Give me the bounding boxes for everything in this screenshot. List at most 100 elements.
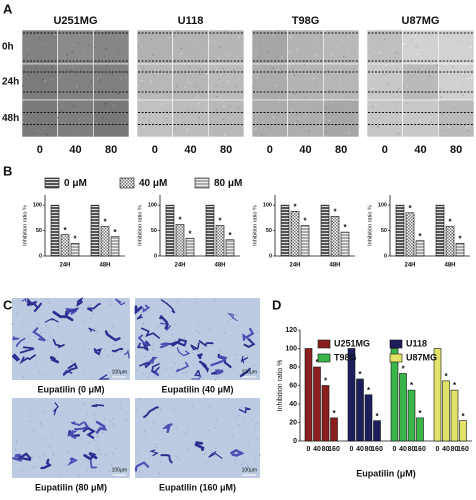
cell-texture [149,69,152,71]
cell-texture [150,39,152,41]
significance-marker: * [188,229,192,238]
cell-texture [399,116,402,118]
pore [104,348,107,351]
cell-texture [150,81,153,83]
cell-texture [419,68,421,71]
cell-texture [406,85,409,87]
pore [15,442,18,444]
cell-texture [229,104,231,107]
cell-texture [205,72,208,75]
migrated-cell [160,299,176,314]
bar [433,348,442,442]
cell-texture [27,47,29,50]
pore [73,404,76,407]
cell-texture [91,129,93,131]
cell-texture [443,132,446,134]
cell-texture [469,46,472,48]
cell-texture [44,79,47,81]
x-tick-label: 160 [371,446,383,453]
significance-marker: * [408,204,412,213]
cell-texture [51,78,54,80]
cell-texture [304,70,307,73]
pore [258,422,260,425]
pore [83,403,86,405]
cell-texture [383,73,385,75]
migrated-cell [159,342,173,349]
cell-texture [54,109,56,111]
cell-texture [45,133,48,135]
micrograph [135,298,260,380]
cell-texture [58,40,60,42]
pore [109,300,111,303]
pore [60,474,62,476]
cell-texture [272,116,275,118]
cell-texture [295,114,298,116]
cell-texture [151,52,153,54]
migrated-cell [214,369,224,375]
dose-label: 0 [152,144,158,156]
cell-texture [379,123,382,125]
cell-texture [105,125,107,128]
migrated-cell [151,363,160,374]
cell-texture [304,30,307,32]
cell-texture [186,93,188,95]
migrated-cell [191,375,202,380]
cell-texture [69,134,71,136]
cell-texture [469,103,472,105]
significance-marker: * [178,216,182,225]
cell-texture [255,50,257,52]
pore [144,355,147,358]
cell-texture [106,65,108,67]
migrated-cell [70,421,85,426]
cell-texture [215,85,217,87]
pore [238,414,240,417]
cell-texture [54,36,56,38]
y-axis-label: Inhibition ratio % [252,205,258,246]
x-tick-label: 40 [399,446,407,453]
x-tick-label: 24H [59,263,70,269]
cell-texture [415,46,417,48]
cell-texture [452,107,455,110]
pore [44,437,47,440]
cell-texture [339,81,341,83]
cell-texture [378,69,381,71]
pore [215,418,218,421]
cell-texture [426,130,429,132]
cell-texture [84,95,86,97]
legend-label: U87MG [406,352,437,362]
micrograph-tile [402,99,439,138]
legend-label: 40 μM [139,178,167,189]
migrated-cell [87,302,101,312]
cell-texture [326,43,328,45]
cell-texture [288,101,291,103]
x-tick-label: 160 [414,446,426,453]
cell-texture [48,51,50,53]
pore [38,323,41,325]
bar [215,225,225,257]
legend-label: 80 μM [214,178,242,189]
cell-texture [218,59,221,61]
cell-texture [296,120,298,122]
cell-texture [305,112,307,115]
cell-texture [177,30,179,32]
pore [151,348,154,351]
pore [110,303,112,306]
pore [32,466,34,469]
micrograph-tile [172,29,209,65]
pore [35,355,38,357]
micrograph-tile [57,29,94,65]
cell-texture [32,105,35,107]
cell-texture [27,54,29,56]
pore [109,331,111,333]
cell-texture [355,32,358,35]
cell-texture [94,66,96,68]
cell-texture [37,89,39,91]
pore [151,344,154,347]
bar [356,378,364,442]
cell-texture [418,120,421,122]
pore [256,438,259,441]
cell-texture [42,127,45,129]
pore [37,456,40,459]
cell-texture [313,77,315,79]
cell-texture [271,132,273,134]
